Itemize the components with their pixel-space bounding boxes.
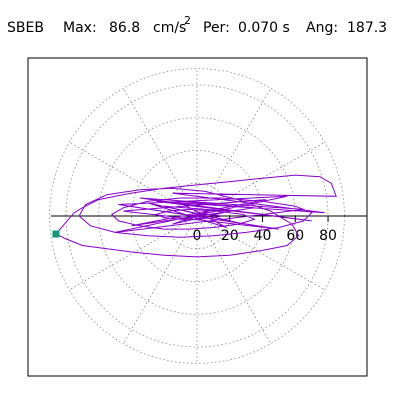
ang-value: 187.3 [347, 20, 387, 36]
title-bar: SBEB Max: 86.8 cm/s 2 Per: 0.070 s Ang: … [7, 14, 387, 36]
radial-tick-label: 20 [221, 228, 239, 244]
station-code: SBEB [7, 20, 44, 36]
ang-label: Ang: [306, 20, 338, 36]
grid-spoke [196, 88, 272, 217]
max-amplitude-marker [52, 230, 60, 238]
max-unit-exponent: 2 [184, 14, 191, 27]
radial-tick-label: 40 [254, 228, 272, 244]
per-value: 0.070 s [238, 20, 290, 36]
max-value: 86.8 [109, 20, 140, 36]
max-unit: cm/s [153, 20, 186, 36]
particle-motion-trace [55, 174, 337, 258]
radial-tick-label: 80 [319, 228, 337, 244]
per-label: Per: [203, 20, 230, 36]
grid-spoke [196, 215, 325, 291]
max-label: Max: [63, 20, 97, 36]
grid-spoke [122, 215, 198, 344]
grid-spoke [69, 215, 198, 291]
radial-tick-label: 60 [286, 228, 304, 244]
grid-spoke [196, 215, 272, 344]
plot-frame [27, 57, 368, 377]
